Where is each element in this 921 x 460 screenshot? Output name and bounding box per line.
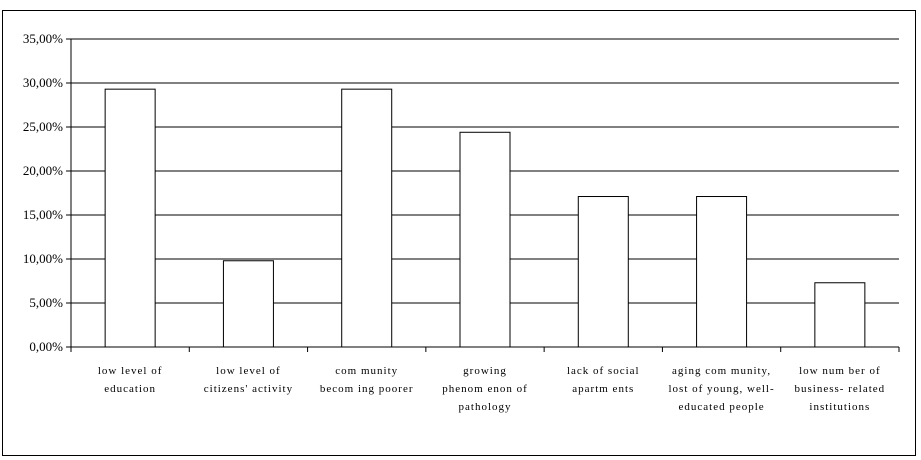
y-tick-label: 20,00% (23, 163, 63, 178)
x-tick-label: com munity (335, 365, 398, 377)
y-tick-label: 25,00% (23, 119, 63, 134)
axes (66, 38, 900, 352)
bar (104, 88, 156, 348)
x-axis-tick-labels: low level of education low level of citizen… (98, 365, 886, 413)
y-tick-label: 10,00% (23, 251, 63, 266)
x-tick-label: low num ber of (799, 365, 881, 377)
bar (341, 88, 393, 348)
x-tick-label: education (104, 383, 156, 395)
y-tick-label: 5,00% (29, 295, 63, 310)
bar (696, 196, 748, 348)
x-tick-label: educated people (678, 401, 764, 413)
bar (222, 260, 274, 348)
x-tick-label: becom ing poorer (320, 383, 414, 395)
x-tick-label: low level of (98, 365, 163, 377)
x-tick-label: business- related (795, 383, 886, 395)
x-tick-label: pathology (459, 401, 512, 413)
y-tick-label: 0,00% (29, 339, 63, 354)
x-tick-label: phenom enon of (442, 383, 527, 395)
x-tick-label: citizens' activity (204, 383, 293, 395)
x-tick-label: lost of young, well- (668, 383, 774, 395)
x-tick-label: aging com munity, (672, 365, 771, 377)
x-tick-label: apartm ents (572, 383, 634, 395)
y-axis-tick-labels: 0,00% 5,00% 10,00% 15,00% 20,00% 25,00% 30,00%… (23, 31, 63, 354)
bars (104, 88, 866, 348)
x-tick-label: growing (463, 365, 507, 377)
x-tick-label: institutions (809, 401, 870, 413)
x-tick-label: low level of (216, 365, 281, 377)
bar (814, 282, 866, 348)
chart-area: 0,00% 5,00% 10,00% 15,00% 20,00% 25,00% 30,00%… (2, 10, 916, 456)
x-tick-label: lack of social (567, 365, 640, 377)
y-tick-label: 35,00% (23, 31, 63, 46)
y-tick-label: 30,00% (23, 75, 63, 90)
bar (459, 131, 511, 348)
bar-chart: 0,00% 5,00% 10,00% 15,00% 20,00% 25,00% 30,00%… (23, 31, 900, 413)
y-tick-label: 15,00% (23, 207, 63, 222)
bar (577, 196, 629, 348)
